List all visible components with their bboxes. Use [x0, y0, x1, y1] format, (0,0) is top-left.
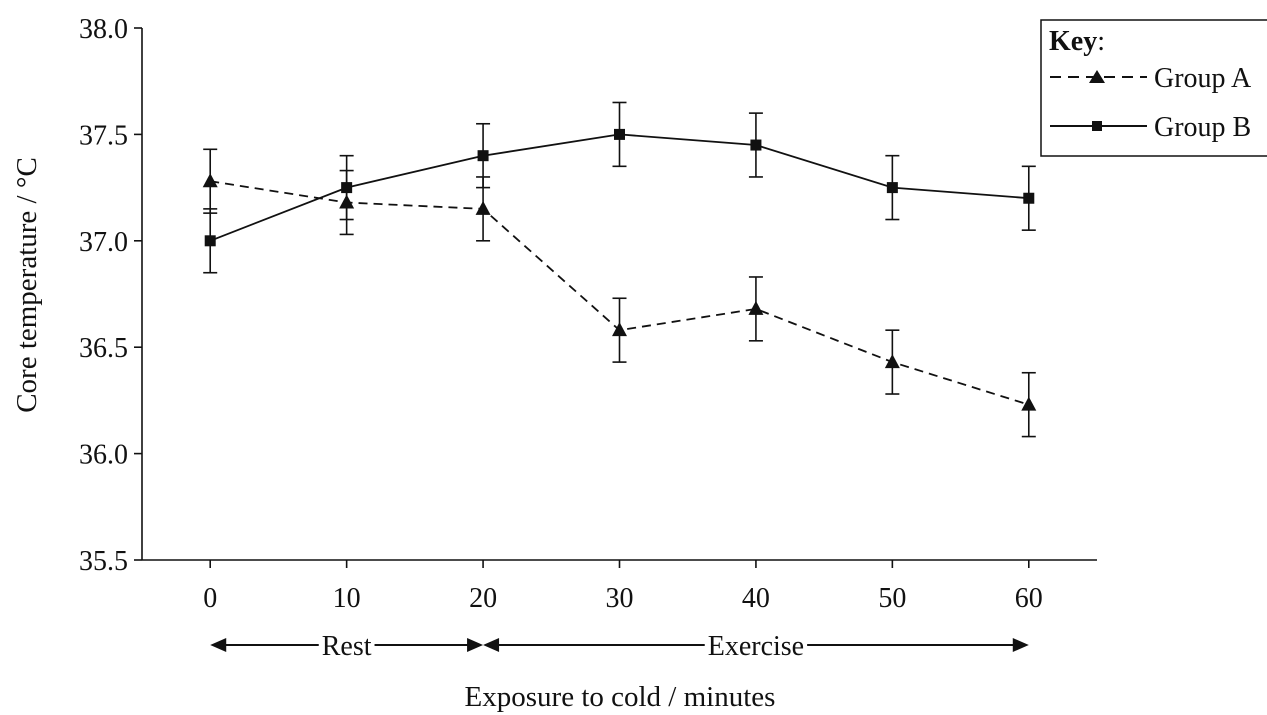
point-group-b: [886, 182, 898, 194]
axes: 35.5 36.0 36.5 37.0 37.5 38.0 0 10 20 30 40 50 60: [79, 14, 1097, 614]
phase-arrowhead-left-rest: [210, 638, 227, 652]
legend-marker-group-b: [1092, 121, 1102, 131]
series-line-group-a: [210, 180, 1030, 406]
x-tick-label: 30: [606, 583, 634, 614]
data-markers: [202, 128, 1037, 411]
point-group-a: [202, 173, 218, 188]
point-group-b: [1023, 192, 1035, 204]
legend-marker-group-a: [1089, 70, 1105, 83]
y-tick-label: 37.0: [79, 227, 128, 258]
point-group-a: [475, 200, 491, 215]
phase-annotations: Rest Exercise: [210, 631, 1029, 662]
phase-label-rest: Rest: [322, 631, 372, 662]
point-group-a: [748, 300, 764, 315]
y-tick-label: 36.0: [79, 440, 128, 471]
legend-label-group-b: Group B: [1154, 112, 1251, 143]
x-tick-label: 40: [742, 583, 770, 614]
phase-arrowhead-right-rest: [467, 638, 484, 652]
legend-box: [1040, 19, 1267, 157]
y-tick-label: 37.5: [79, 120, 128, 151]
point-group-a: [884, 354, 900, 369]
series-lines: [209, 133, 1030, 406]
point-group-a: [339, 194, 355, 209]
phase-arrowhead-left-exercise: [483, 638, 500, 652]
legend-title: Key:: [1049, 26, 1105, 57]
x-tick-label: 20: [469, 583, 497, 614]
legend: Key: Group A Group B: [1040, 19, 1267, 157]
point-group-b: [477, 150, 489, 162]
legend-entry-group-a: Group A: [1050, 63, 1252, 94]
y-axis-title: Core temperature / °C: [11, 157, 43, 413]
phase-arrowhead-right-exercise: [1012, 638, 1029, 652]
point-group-a: [612, 322, 627, 337]
phase-label-exercise: Exercise: [708, 631, 804, 662]
y-tick-label: 35.5: [79, 546, 128, 577]
x-tick-label: 60: [1015, 583, 1043, 614]
point-group-b: [341, 182, 353, 194]
legend-entry-group-b: Group B: [1050, 112, 1251, 143]
x-tick-label: 50: [878, 583, 906, 614]
x-tick-label: 0: [203, 583, 217, 614]
x-tick-label: 10: [333, 583, 361, 614]
y-tick-label: 38.0: [79, 14, 128, 45]
y-tick-label: 36.5: [79, 333, 128, 364]
point-group-a: [1021, 396, 1037, 411]
point-group-b: [204, 235, 216, 247]
x-axis-title: Exposure to cold / minutes: [465, 681, 776, 713]
point-group-b: [750, 139, 762, 151]
error-bars: [203, 101, 1036, 438]
legend-label-group-a: Group A: [1154, 63, 1252, 94]
point-group-b: [614, 128, 625, 140]
